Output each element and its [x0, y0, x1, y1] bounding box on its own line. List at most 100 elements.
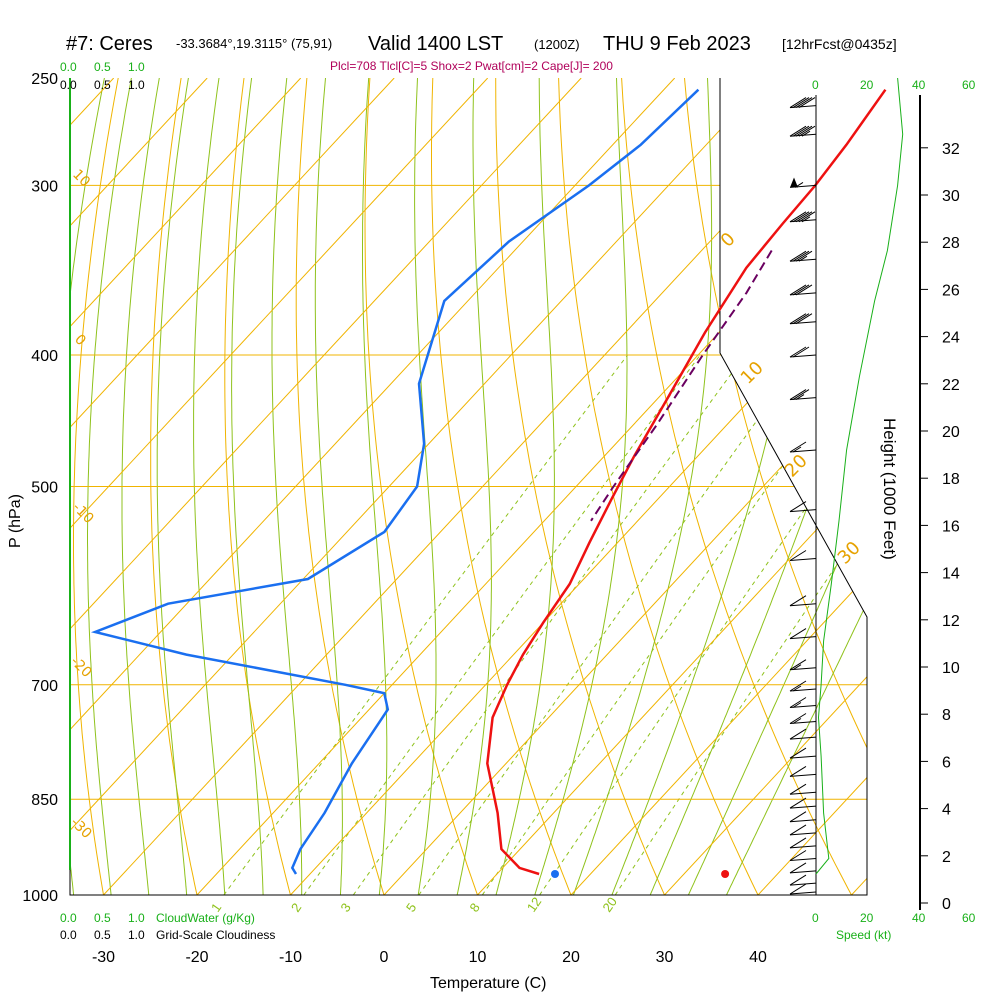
temperature-ticks: -30 -20 -10 0 10 20 30 40 [92, 949, 767, 966]
cloud-black-bottom-1: 0.5 [94, 928, 111, 942]
moist-adiabat-line [271, 78, 303, 895]
sounding-series [90, 88, 887, 878]
isotherm-line [0, 78, 20, 895]
height-tick-label: 14 [942, 566, 960, 583]
pressure-axis-label: P (hPa) [7, 494, 24, 548]
temperature-tick-label: 0 [380, 949, 389, 966]
temperature-tick-label: -10 [279, 949, 302, 966]
speed-bottom-3: 60 [962, 911, 976, 925]
mixing-ratio-label: 2 [288, 900, 304, 915]
dry-adiabat-line [806, 78, 867, 895]
pressure-tick-label: 300 [31, 178, 58, 195]
temperature-tick-label: 40 [749, 949, 767, 966]
speed-top-2: 40 [912, 78, 926, 92]
height-tick-label: 30 [942, 188, 960, 205]
mixing-ratio-label: 5 [403, 900, 419, 915]
wind-barb [789, 837, 817, 849]
mixing-ratio-line [418, 354, 805, 895]
isotherm-label: 10 [737, 357, 768, 388]
cloud-black-top-0: 0.0 [60, 78, 77, 92]
dewpoint-line [90, 88, 700, 875]
cloud-scale-bottom: 0.0 0.5 1.0 CloudWater (g/Kg) 0.0 0.5 1.… [60, 911, 275, 942]
temperature-axis-label: Temperature (C) [430, 975, 546, 992]
wind-barb [789, 284, 817, 296]
cloud-black-top-2: 1.0 [128, 78, 145, 92]
zulu-time: (1200Z) [534, 37, 580, 52]
moist-adiabat-line [637, 78, 867, 895]
temperature-tick-label: 30 [656, 949, 674, 966]
dry-adiabat-line [73, 78, 124, 895]
speed-scale-bottom: 0 20 40 60 Speed (kt) [812, 911, 976, 942]
moist-adiabat-line [87, 78, 137, 895]
cloud-green-top-0: 0.0 [60, 60, 77, 74]
mixing-ratio-label: 3 [337, 900, 353, 915]
mixing-ratio-label: 20 [599, 894, 620, 914]
wind-barb [789, 628, 817, 640]
height-tick-label: 4 [942, 802, 951, 819]
height-tick-label: 26 [942, 282, 960, 299]
forecast-date: THU 9 Feb 2023 [603, 33, 751, 55]
valid-time: Valid 1400 LST [368, 33, 503, 55]
mixing-ratio-line [303, 354, 701, 895]
wind-barb [789, 783, 817, 795]
wind-barb [789, 97, 817, 109]
temperature-tick-label: 10 [469, 949, 487, 966]
isotherm-line [664, 78, 867, 895]
wind-barb [789, 313, 817, 325]
height-tick-label: 22 [942, 377, 960, 394]
height-tick-label: 6 [942, 754, 951, 771]
speed-bottom-1: 20 [860, 911, 874, 925]
wind-barb [789, 177, 817, 188]
mixing-ratio-line [481, 354, 862, 895]
cloud-green-bottom-1: 0.5 [94, 911, 111, 925]
wind-barb [789, 883, 817, 895]
wind-barb [789, 595, 817, 607]
pressure-tick-label: 400 [31, 348, 58, 365]
wind-barb [789, 728, 817, 740]
isotherm-line [70, 78, 208, 895]
moist-adiabat-line [231, 78, 265, 895]
moist-adiabat-line [314, 78, 343, 895]
wind-barb [789, 797, 817, 809]
temperature-line [486, 88, 887, 876]
dry-adiabat-line [619, 78, 867, 895]
isotherm-line [70, 78, 302, 895]
mixing-ratio-line [614, 354, 867, 895]
isotherm-label: 10 [69, 167, 93, 191]
chart-title: #7: Ceres -33.3684°,19.3115° (75,91) Val… [66, 33, 897, 73]
speed-scale-top: 0 20 40 60 [812, 78, 976, 92]
cloud-green-top-1: 0.5 [94, 60, 111, 74]
wind-barb [789, 862, 817, 874]
height-tick-label: 18 [942, 471, 960, 488]
cloud-black-bottom-0: 0.0 [60, 928, 77, 942]
pressure-tick-label: 850 [31, 792, 58, 809]
moist-adiabat-line [156, 78, 193, 895]
height-tick-label: 2 [942, 849, 951, 866]
moist-adiabat-line [193, 78, 227, 895]
mixing-ratio-label: 12 [524, 894, 545, 914]
wind-barb [789, 850, 817, 861]
cloud-water-label: CloudWater (g/Kg) [156, 911, 255, 925]
moist-adiabat-line [562, 78, 713, 895]
wind-barb [789, 441, 817, 453]
wind-barb [789, 747, 817, 759]
isotherm-line [70, 78, 395, 895]
wind-barb [789, 659, 817, 671]
speed-bottom-0: 0 [812, 911, 819, 925]
dry-adiabat-line [364, 78, 489, 895]
height-axis-label: Height (1000 Feet) [880, 418, 899, 560]
mixing-ratio-line [539, 354, 867, 895]
surface-temperature-dot [721, 870, 730, 878]
dry-adiabat-line [744, 78, 867, 895]
pressure-tick-label: 250 [31, 71, 58, 88]
isotherm-line [851, 78, 867, 895]
wind-barb [789, 389, 817, 401]
wind-barb [789, 250, 817, 262]
moist-adiabat-line [412, 78, 437, 895]
moist-adiabat-line [450, 78, 492, 895]
speed-top-0: 0 [812, 78, 819, 92]
wind-barb [789, 125, 817, 137]
height-tick-label: 16 [942, 518, 960, 535]
